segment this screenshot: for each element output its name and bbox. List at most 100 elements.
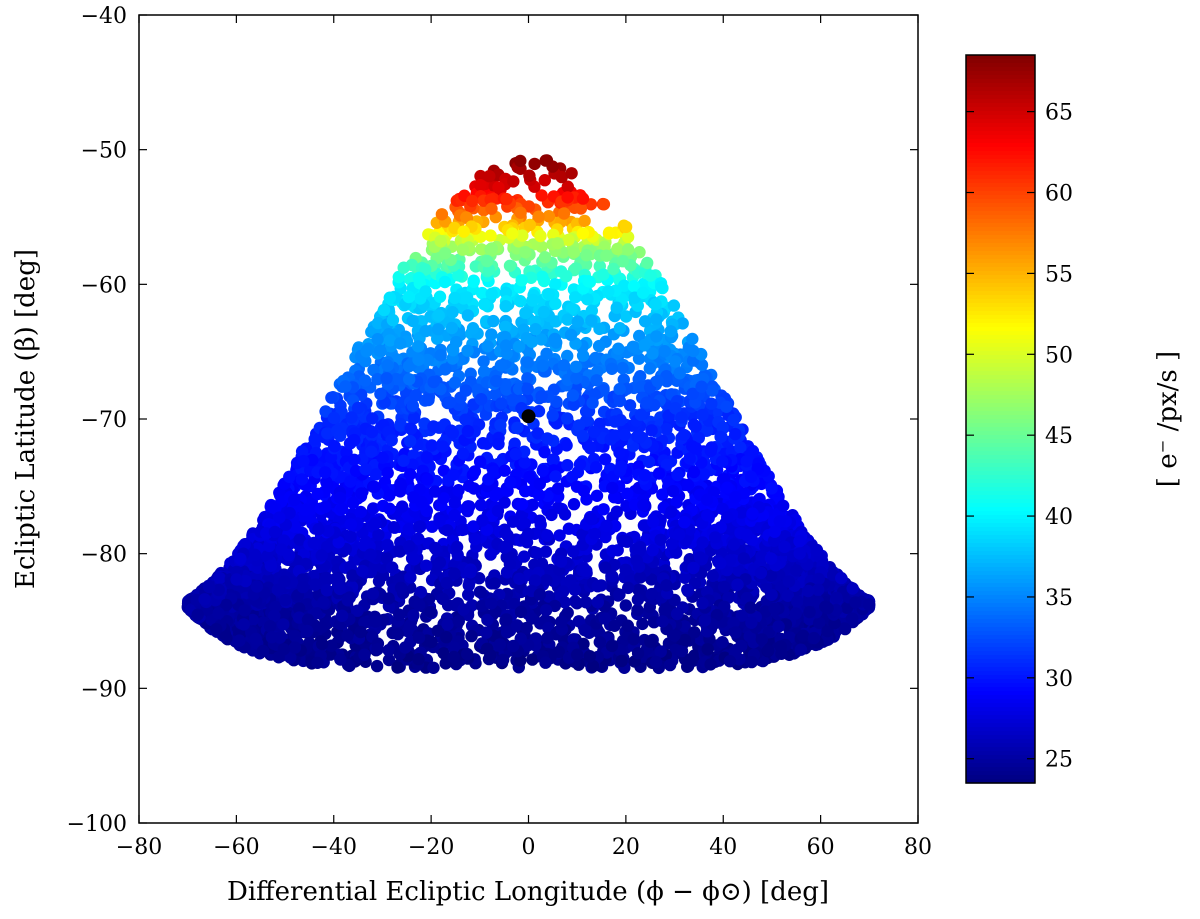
scatter-point <box>523 218 536 232</box>
scatter-point <box>532 210 545 223</box>
scatter-point <box>308 433 321 446</box>
scatter-point <box>584 442 597 455</box>
scatter-point <box>610 505 623 518</box>
scatter-point <box>263 620 277 633</box>
scatter-point <box>365 445 378 458</box>
scatter-point <box>487 465 500 478</box>
scatter-point <box>522 527 535 540</box>
scatter-point <box>477 365 491 378</box>
scatter-point <box>383 489 396 502</box>
scatter-point <box>500 539 514 552</box>
scatter-point <box>488 577 501 590</box>
scatter-point <box>427 661 440 674</box>
scatter-point <box>513 572 526 585</box>
scatter-point <box>519 485 532 498</box>
scatter-point <box>660 422 673 436</box>
scatter-point <box>431 323 445 336</box>
scatter-point <box>541 631 554 645</box>
scatter-point <box>534 229 547 243</box>
scatter-point <box>587 425 601 439</box>
scatter-point <box>320 475 333 489</box>
scatter-point <box>264 559 278 572</box>
scatter-point <box>704 444 717 458</box>
scatter-point <box>212 607 225 620</box>
scatter-point <box>567 498 581 511</box>
scatter-point <box>560 439 573 452</box>
scatter-point <box>681 583 694 596</box>
scatter-point <box>561 349 574 363</box>
scatter-point <box>277 618 290 631</box>
scatter-point <box>238 538 252 551</box>
scatter-point <box>813 616 826 630</box>
scatter-point <box>476 514 489 527</box>
scatter-point <box>571 315 584 328</box>
scatter-point <box>434 349 447 362</box>
scatter-point <box>574 202 588 215</box>
scatter-point <box>528 157 541 171</box>
scatter-point <box>683 452 696 465</box>
scatter-point <box>684 653 697 666</box>
scatter-point <box>554 555 568 568</box>
scatter-point <box>478 298 491 311</box>
scatter-point <box>627 280 641 293</box>
scatter-point <box>419 285 432 298</box>
scatter-point <box>546 453 560 467</box>
scatter-point <box>512 340 526 353</box>
scatter-point <box>637 498 650 512</box>
scatter-point <box>696 408 709 422</box>
scatter-point <box>450 540 464 554</box>
scatter-point <box>383 334 397 347</box>
scatter-point <box>597 503 610 516</box>
scatter-point <box>356 564 369 578</box>
scatter-point <box>497 653 510 666</box>
scatter-point <box>578 214 591 228</box>
scatter-point <box>351 401 365 415</box>
scatter-point <box>576 227 590 240</box>
scatter-point <box>462 588 475 601</box>
scatter-point <box>464 566 477 579</box>
scatter-point <box>463 479 476 493</box>
scatter-point <box>474 585 487 599</box>
scatter-point <box>434 234 447 248</box>
scatter-point <box>678 633 691 647</box>
scatter-point <box>529 574 542 587</box>
scatter-point <box>568 583 582 597</box>
scatter-point <box>533 514 547 527</box>
scatter-point <box>706 384 719 397</box>
scatter-point <box>555 615 568 628</box>
scatter-point <box>325 391 338 404</box>
scatter-point <box>327 411 341 425</box>
scatter-point <box>803 595 816 608</box>
scatter-point <box>793 535 806 548</box>
scatter-point <box>576 192 590 205</box>
scatter-point <box>491 487 504 500</box>
scatter-point <box>631 542 644 556</box>
scatter-point <box>781 589 795 602</box>
scatter-point <box>621 487 634 500</box>
scatter-point <box>518 456 531 469</box>
scatter-point <box>517 550 531 563</box>
scatter-point <box>425 635 438 649</box>
scatter-point <box>666 485 680 498</box>
scatter-point <box>565 167 578 180</box>
scatter-point <box>484 193 497 206</box>
scatter-point <box>560 270 573 283</box>
scatter-point <box>319 571 333 584</box>
scatter-point <box>499 300 512 313</box>
scatter-point <box>632 583 645 597</box>
scatter-point <box>735 609 748 622</box>
scatter-point <box>652 467 666 480</box>
scatter-point <box>658 604 671 617</box>
scatter-point <box>319 500 332 514</box>
scatter-point <box>428 541 442 555</box>
scatter-point <box>459 413 472 426</box>
scatter-point <box>583 650 596 663</box>
scatter-point <box>599 453 612 466</box>
scatter-point <box>709 531 722 544</box>
scatter-point <box>510 619 524 632</box>
scatter-point <box>483 170 496 183</box>
scatter-point <box>821 624 834 638</box>
scatter-point <box>561 313 574 326</box>
scatter-point <box>614 413 627 427</box>
scatter-point <box>687 561 700 575</box>
